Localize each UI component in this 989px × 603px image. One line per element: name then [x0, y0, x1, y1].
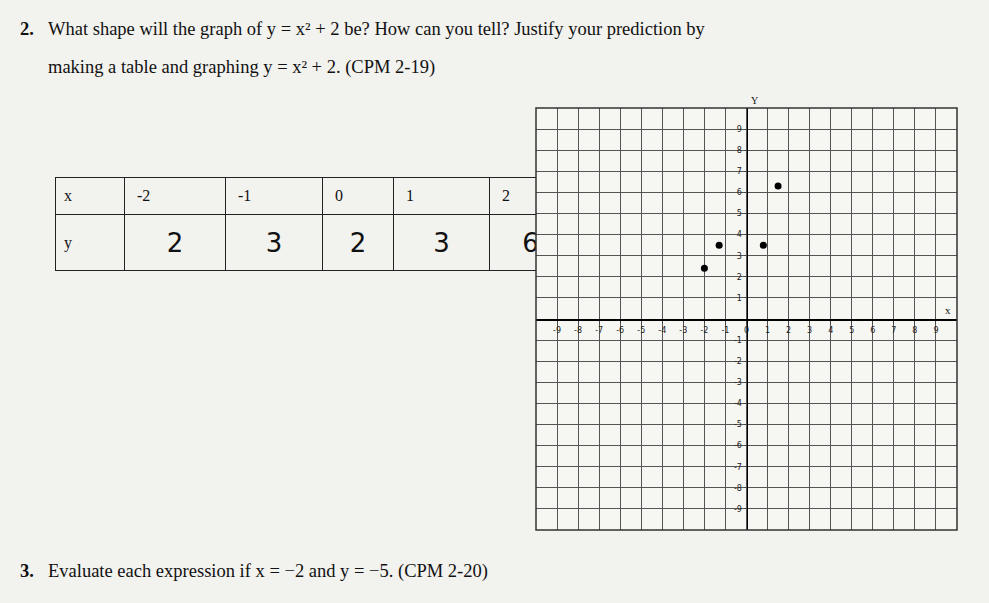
svg-text:1: 1	[765, 326, 770, 335]
html-text:-1: -1	[238, 187, 252, 204]
svg-text:Y: Y	[751, 95, 758, 106]
svg-text:-7: -7	[734, 463, 742, 472]
svg-text:5: 5	[737, 209, 742, 218]
svg-text:1: 1	[737, 294, 742, 303]
svg-text:-5: -5	[734, 420, 742, 429]
svg-text:-6: -6	[734, 441, 742, 450]
html-text:-2: -2	[137, 187, 151, 204]
html-text:3: 3	[265, 227, 283, 258]
svg-text:0: 0	[744, 326, 749, 335]
svg-text:4: 4	[828, 326, 833, 335]
html-text:2.: 2.	[20, 19, 34, 39]
svg-text:2: 2	[786, 326, 791, 335]
svg-text:x: x	[945, 304, 951, 316]
html-text:What shape will the graph of y: What shape will the graph of y = x² + 2 …	[48, 19, 705, 39]
html-text:x: x	[64, 187, 72, 204]
svg-text:-5: -5	[637, 326, 645, 335]
html-text:2: 2	[349, 227, 367, 258]
svg-text:-9: -9	[553, 326, 561, 335]
html-text:6: 6	[522, 227, 539, 258]
svg-text:6: 6	[737, 188, 742, 197]
svg-text:-8: -8	[574, 326, 582, 335]
html-text:3.: 3.	[20, 561, 34, 581]
html-text:making a table and graphing y: making a table and graphing y = x² + 2. …	[48, 57, 436, 77]
svg-text:2: 2	[737, 273, 742, 282]
svg-text:4: 4	[737, 230, 742, 239]
html-text:0: 0	[335, 187, 343, 204]
svg-text:3: 3	[737, 252, 742, 261]
html-text:Evaluate each expression if x: Evaluate each expression if x = −2 and y…	[48, 561, 488, 581]
html-text:y: y	[64, 233, 72, 251]
svg-text:9: 9	[933, 326, 938, 335]
html-text:2: 2	[166, 227, 184, 258]
html-text:2: 2	[502, 187, 510, 204]
svg-text:5: 5	[849, 326, 854, 335]
html-text:1: 1	[406, 187, 414, 204]
svg-text:-2: -2	[734, 357, 742, 366]
svg-text:-4: -4	[658, 326, 666, 335]
svg-text:-4: -4	[734, 399, 742, 408]
svg-text:-7: -7	[595, 326, 603, 335]
svg-text:8: 8	[912, 326, 917, 335]
svg-text:-8: -8	[734, 484, 742, 493]
svg-text:8: 8	[737, 146, 742, 155]
html-text:3: 3	[433, 227, 450, 258]
svg-text:-9: -9	[734, 505, 742, 514]
svg-text:7: 7	[737, 167, 742, 176]
svg-text:3: 3	[807, 326, 812, 335]
svg-text:6: 6	[870, 326, 875, 335]
svg-text:-3: -3	[679, 326, 687, 335]
svg-text:-3: -3	[734, 378, 742, 387]
svg-text:9: 9	[737, 125, 742, 134]
svg-text:-2: -2	[700, 326, 708, 335]
svg-text:7: 7	[891, 326, 896, 335]
svg-text:-1: -1	[734, 336, 742, 345]
svg-text:-1: -1	[721, 326, 729, 335]
svg-text:-6: -6	[616, 326, 624, 335]
